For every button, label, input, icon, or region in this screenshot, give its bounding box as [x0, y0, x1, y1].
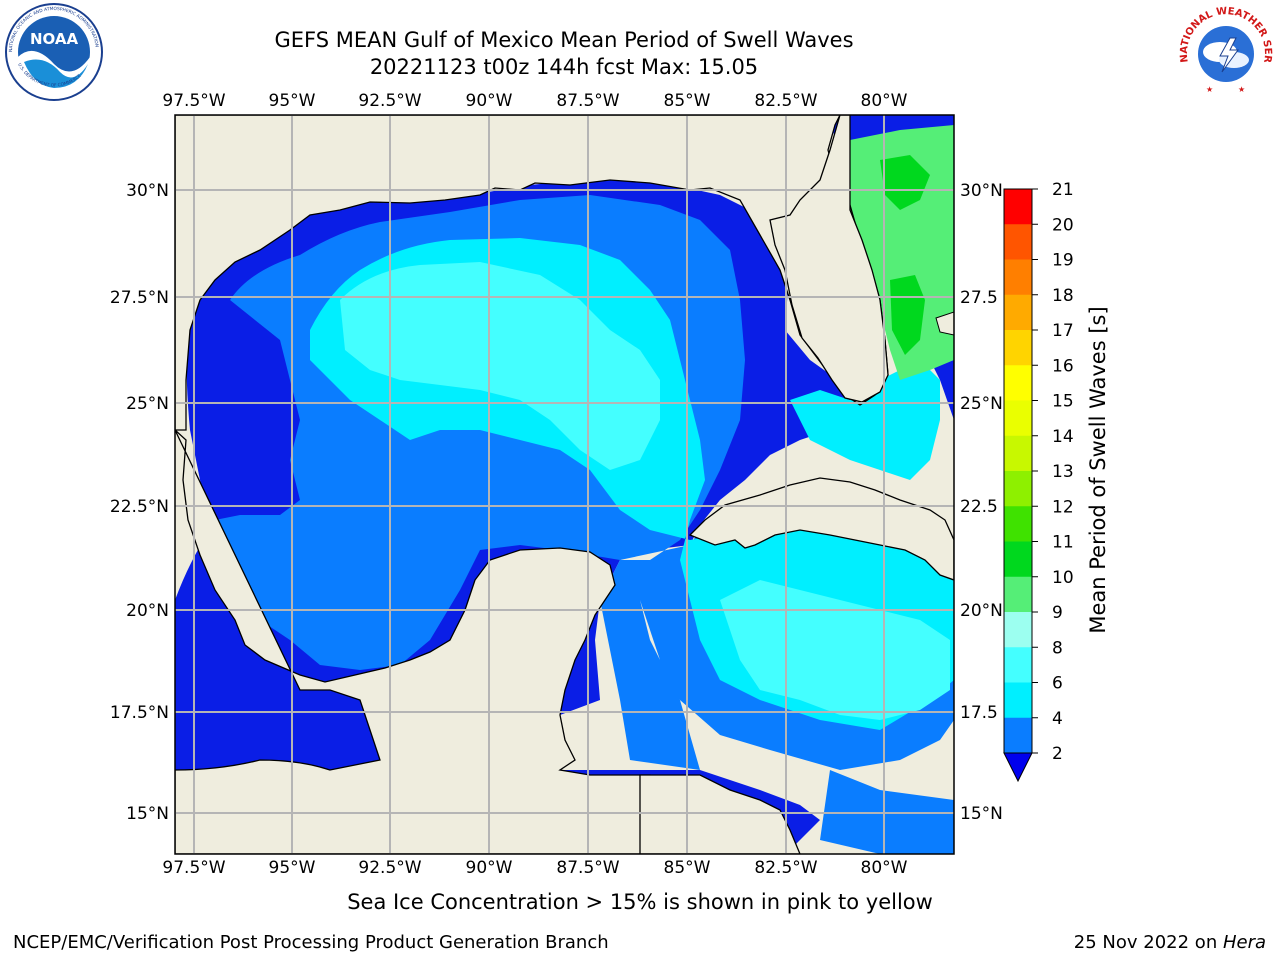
lat-labels-right: 30°N 27.5 25°N 22.5 20°N 17.5 15°N — [960, 181, 1003, 824]
lon-label-top: 90°W — [466, 91, 513, 111]
graticule — [175, 115, 954, 854]
lat-label-left: 22.5°N — [110, 497, 169, 517]
land-bahamas — [935, 311, 954, 336]
colorbar-tick-label: 6 — [1052, 674, 1063, 694]
colorbar-segment — [1004, 365, 1032, 401]
colorbar-segment — [1004, 189, 1032, 225]
lon-label-bottom: 95°W — [269, 858, 316, 878]
lat-label-left: 17.5°N — [110, 703, 169, 723]
colorbar-under-arrow — [1003, 752, 1033, 783]
svg-text:★: ★ — [1206, 85, 1213, 94]
lon-label-top: 82.5°W — [754, 91, 817, 111]
lon-label-bottom: 92.5°W — [358, 858, 421, 878]
lat-label-right: 22.5 — [960, 497, 998, 517]
colorbar-segment — [1004, 400, 1032, 437]
land-central-america-east — [639, 774, 801, 854]
colorbar-segment — [1004, 471, 1032, 507]
lon-labels-bottom: 97.5°W 95°W 92.5°W 90°W 87.5°W 85°W 82.5°W 80°W — [162, 858, 907, 878]
colorbar-tick-label: 11 — [1052, 533, 1074, 553]
noaa-logo-text: NOAA — [30, 30, 79, 48]
colorbar-tick-label: 10 — [1052, 568, 1074, 588]
colorbar-tick-label: 17 — [1052, 321, 1074, 341]
map-subtitle: 20221123 t00z 144h fcst Max: 15.05 — [369, 55, 759, 79]
footer-date-text: 25 Nov 2022 on — [1073, 932, 1223, 953]
lat-label-left: 30°N — [126, 181, 169, 201]
colorbar-tick-label: 15 — [1052, 392, 1074, 412]
gulf-swell-8-9s — [340, 262, 660, 470]
land-florida — [769, 115, 889, 403]
lon-label-top: 92.5°W — [358, 91, 421, 111]
colorbar-segment — [1004, 612, 1032, 648]
colorbar-segment — [1004, 541, 1032, 578]
lat-label-right: 20°N — [960, 601, 1003, 621]
lat-label-left: 25°N — [126, 394, 169, 414]
lat-label-left: 27.5°N — [110, 288, 169, 308]
lat-label-right: 17.5 — [960, 703, 998, 723]
lon-label-bottom: 87.5°W — [556, 858, 619, 878]
map-frame — [174, 114, 955, 855]
lat-label-left: 20°N — [126, 601, 169, 621]
atlantic-swell-9-10s — [850, 125, 954, 380]
caribbean-swell-8-9s — [720, 580, 950, 720]
lon-label-bottom: 85°W — [664, 858, 711, 878]
lon-label-bottom: 82.5°W — [754, 858, 817, 878]
lon-label-bottom: 97.5°W — [162, 858, 225, 878]
lat-label-right: 15°N — [960, 804, 1003, 824]
colorbar-segment — [1004, 647, 1032, 683]
sea-ice-note: Sea Ice Concentration > 15% is shown in … — [347, 890, 933, 914]
atlantic-swell-10-11s — [880, 155, 930, 210]
colorbar-segment — [1004, 294, 1032, 331]
colorbar-segment — [1004, 330, 1032, 366]
colorbar-tick-label: 4 — [1052, 709, 1063, 729]
colorbar-segment — [1004, 506, 1032, 542]
lon-label-top: 87.5°W — [556, 91, 619, 111]
lon-label-bottom: 90°W — [466, 858, 513, 878]
colorbar-segment — [1004, 435, 1032, 472]
map-area — [175, 115, 954, 854]
colorbar-tick-label: 19 — [1052, 251, 1074, 271]
colorbar-segment — [1004, 576, 1032, 613]
colorbar-segment — [1004, 224, 1032, 260]
colorbar-tick-label: 12 — [1052, 497, 1074, 517]
lat-labels-left: 30°N 27.5°N 25°N 22.5°N 20°N 17.5°N 15°N — [110, 181, 169, 824]
colorbar-segment — [1004, 259, 1032, 296]
lat-label-right: 27.5 — [960, 288, 998, 308]
colorbar-tick-label: 13 — [1052, 462, 1074, 482]
colorbar-tick-label: 20 — [1052, 215, 1074, 235]
colorbar-segment — [1004, 682, 1032, 719]
lon-label-top: 95°W — [269, 91, 316, 111]
lon-label-bottom: 80°W — [861, 858, 908, 878]
lat-label-right: 30°N — [960, 181, 1003, 201]
lon-label-top: 97.5°W — [162, 91, 225, 111]
colorbar-label: Mean Period of Swell Waves [s] — [1086, 306, 1110, 633]
atlantic-swell-10-11s-b — [890, 275, 925, 355]
lat-label-right: 25°N — [960, 394, 1003, 414]
straits-swell-6-8s — [790, 360, 940, 480]
lon-labels-top: 97.5°W 95°W 92.5°W 90°W 87.5°W 85°W 82.5°W 80°W — [162, 91, 907, 111]
colorbar-tick-label: 18 — [1052, 286, 1074, 306]
colorbar-tick-label: 14 — [1052, 427, 1074, 447]
land-cuba — [688, 477, 954, 581]
noaa-logo: NOAA NATIONAL OCEANIC AND ATMOSPHERIC AD… — [5, 3, 103, 101]
colorbar: 21 20 19 18 17 16 15 14 13 12 11 10 9 8 6 4 2 — [1003, 180, 1074, 783]
svg-text:★: ★ — [1238, 85, 1245, 94]
map-title: GEFS MEAN Gulf of Mexico Mean Period of … — [274, 28, 854, 52]
footer-date: 25 Nov 2022 on Hera — [1074, 932, 1266, 953]
lon-label-top: 85°W — [664, 91, 711, 111]
footer-host: Hera — [1222, 932, 1266, 953]
lon-label-top: 80°W — [861, 91, 908, 111]
colorbar-segment — [1004, 717, 1032, 754]
nws-logo: NATIONAL WEATHER SERVICE ★ ★ — [1176, 2, 1274, 100]
footer-credit: NCEP/EMC/Verification Post Processing Pr… — [13, 932, 609, 953]
colorbar-tick-label: 2 — [1052, 744, 1063, 764]
colorbar-tick-label: 21 — [1052, 180, 1074, 200]
colorbar-tick-label: 16 — [1052, 356, 1074, 376]
lat-label-left: 15°N — [126, 804, 169, 824]
colorbar-tick-label: 8 — [1052, 638, 1063, 658]
colorbar-tick-label: 9 — [1052, 603, 1063, 623]
